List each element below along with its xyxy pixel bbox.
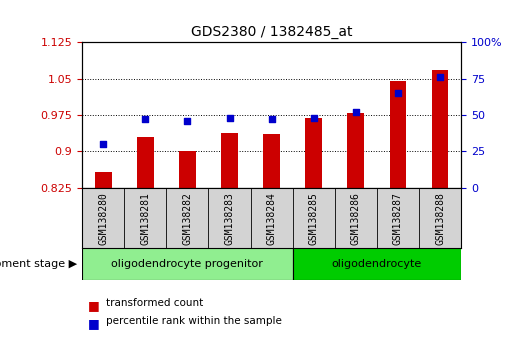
Text: GSM138281: GSM138281: [140, 193, 151, 245]
Point: [310, 115, 318, 121]
Text: GSM138288: GSM138288: [435, 193, 445, 245]
Bar: [221, 133, 238, 188]
Point: [351, 109, 360, 115]
Bar: [390, 81, 407, 188]
Bar: [431, 70, 448, 188]
Text: GSM138287: GSM138287: [393, 193, 403, 245]
Point: [394, 90, 402, 96]
Text: development stage ▶: development stage ▶: [0, 259, 77, 269]
Point: [225, 115, 234, 121]
Bar: [179, 152, 196, 188]
Text: GSM138283: GSM138283: [225, 193, 234, 245]
Text: ■: ■: [87, 317, 99, 330]
Point: [141, 116, 149, 122]
Text: oligodendrocyte progenitor: oligodendrocyte progenitor: [111, 259, 263, 269]
Text: oligodendrocyte: oligodendrocyte: [332, 259, 422, 269]
Bar: [82, 248, 293, 280]
Bar: [95, 172, 112, 188]
Point: [183, 118, 192, 124]
Point: [99, 141, 108, 147]
Text: GSM138286: GSM138286: [351, 193, 361, 245]
Bar: [305, 119, 322, 188]
Text: percentile rank within the sample: percentile rank within the sample: [106, 316, 282, 326]
Text: GSM138285: GSM138285: [309, 193, 319, 245]
Text: GSM138282: GSM138282: [182, 193, 192, 245]
Bar: [137, 137, 154, 188]
Text: GSM138284: GSM138284: [267, 193, 277, 245]
Point: [436, 74, 444, 80]
Point: [267, 116, 276, 122]
Title: GDS2380 / 1382485_at: GDS2380 / 1382485_at: [191, 25, 352, 39]
Text: GSM138280: GSM138280: [98, 193, 108, 245]
Bar: [293, 248, 461, 280]
Bar: [348, 113, 364, 188]
Bar: [263, 135, 280, 188]
Text: ■: ■: [87, 299, 99, 312]
Text: transformed count: transformed count: [106, 298, 203, 308]
